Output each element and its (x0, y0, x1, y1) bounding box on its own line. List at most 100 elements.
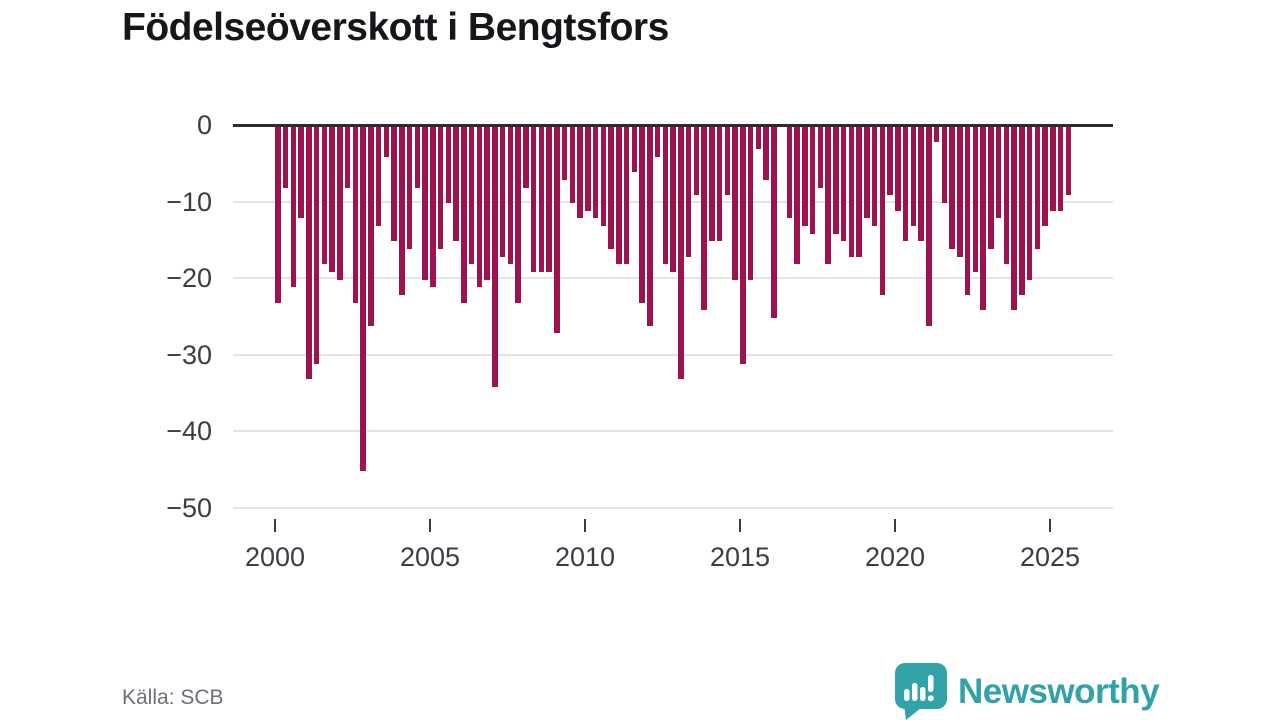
chart-bar (492, 126, 498, 387)
chart-bar (794, 126, 800, 265)
chart-bar (693, 126, 699, 196)
x-axis-tick-mark (274, 519, 276, 532)
chart-bar (825, 126, 831, 265)
chart-bar (406, 126, 413, 250)
chart-bar (926, 126, 932, 326)
chart-bar (313, 126, 320, 364)
newsworthy-logo: Newsworthy (895, 663, 1160, 720)
chart-bar (507, 126, 513, 265)
x-axis-tick-mark (739, 519, 741, 532)
chart-bar (321, 126, 327, 265)
chart-bar (864, 126, 870, 219)
chart-bar (871, 126, 878, 227)
chart-bar (523, 126, 529, 188)
chart-bar (662, 126, 668, 265)
chart-bar (515, 126, 521, 303)
chart-bar (709, 126, 715, 242)
chart-bar (414, 126, 420, 188)
chart-bar (499, 126, 506, 257)
x-axis-tick-mark (1049, 519, 1051, 532)
chart-bar (840, 126, 847, 242)
chart-bar (468, 126, 475, 265)
chart-bar (623, 126, 630, 265)
chart-bar (879, 126, 885, 296)
chart-bar (957, 126, 963, 257)
chart-bar (902, 126, 909, 242)
chart-bar (422, 126, 428, 280)
chart-bar (833, 126, 839, 234)
x-axis-tick-mark (429, 519, 431, 532)
chart-bar (763, 126, 769, 181)
x-axis-tick-label: 2015 (709, 542, 771, 572)
chart-bar (399, 126, 405, 296)
y-axis-tick-label: 0 (196, 110, 212, 140)
chart-bar (1065, 126, 1071, 196)
chart-bar (306, 126, 312, 380)
gridline (233, 353, 1113, 356)
chart-bar (747, 126, 754, 280)
chart-bar (701, 126, 707, 311)
chart-bar (933, 126, 940, 142)
chart-bar (941, 126, 947, 204)
chart-bar (887, 126, 893, 196)
chart-bar (670, 126, 676, 273)
chart-bar (476, 126, 482, 288)
chart-bar (732, 126, 738, 280)
chart-bar (616, 126, 622, 265)
gridline (233, 277, 1113, 280)
gridline (233, 507, 1113, 509)
chart-bar (453, 126, 459, 242)
chart-bar (344, 126, 351, 188)
y-axis-tick-label: −50 (166, 493, 212, 523)
chart-bar (972, 126, 978, 273)
chart-bar (1003, 126, 1009, 265)
chart-bar (600, 126, 606, 227)
chart-bar (647, 126, 653, 326)
chart-bar (1042, 126, 1048, 227)
chart-bar (1026, 126, 1033, 280)
newsworthy-icon (895, 663, 947, 720)
chart-bar (654, 126, 661, 158)
chart-bar (918, 126, 924, 242)
chart-bar (809, 126, 816, 234)
chart-bar (375, 126, 382, 227)
chart-bar (352, 126, 358, 303)
y-axis-tick-label: −30 (166, 339, 212, 370)
chart-bar (631, 126, 637, 173)
chart-bar (569, 126, 575, 204)
chart-bar (724, 126, 730, 196)
chart-bar (678, 126, 684, 380)
chart-bar (817, 126, 823, 188)
chart-bar (802, 126, 808, 227)
chart-bar (980, 126, 986, 311)
zero-axis-line (233, 123, 1113, 127)
chart-bar (895, 126, 901, 211)
chart-bar (740, 126, 746, 364)
chart-bar (995, 126, 1002, 219)
chart-bar (1034, 126, 1040, 250)
chart-bar (1011, 126, 1017, 311)
chart-bar (430, 126, 436, 288)
chart-bar (755, 126, 761, 150)
chart-bar (437, 126, 444, 250)
chart-bar (484, 126, 490, 280)
y-axis-tick-label: −20 (166, 263, 212, 294)
chart-bar (445, 126, 451, 204)
x-axis-tick-mark (584, 519, 586, 532)
chart-bar (530, 126, 537, 273)
x-axis-tick-label: 2000 (244, 542, 306, 572)
chart-bar (848, 126, 854, 257)
chart-bar (910, 126, 916, 227)
chart-bar (856, 126, 862, 257)
chart-title: Födelseöverskott i Bengtsfors (122, 6, 669, 49)
newsworthy-logo-text: Newsworthy (958, 671, 1160, 711)
chart-bar (608, 126, 614, 250)
x-axis-tick-label: 2020 (864, 542, 926, 572)
x-axis-tick-mark (894, 519, 896, 532)
x-axis-tick-label: 2005 (399, 542, 461, 572)
chart-bar (368, 126, 374, 326)
chart-bar (988, 126, 994, 250)
x-axis-tick-label: 2025 (1019, 542, 1081, 572)
chart-bar (554, 126, 560, 334)
